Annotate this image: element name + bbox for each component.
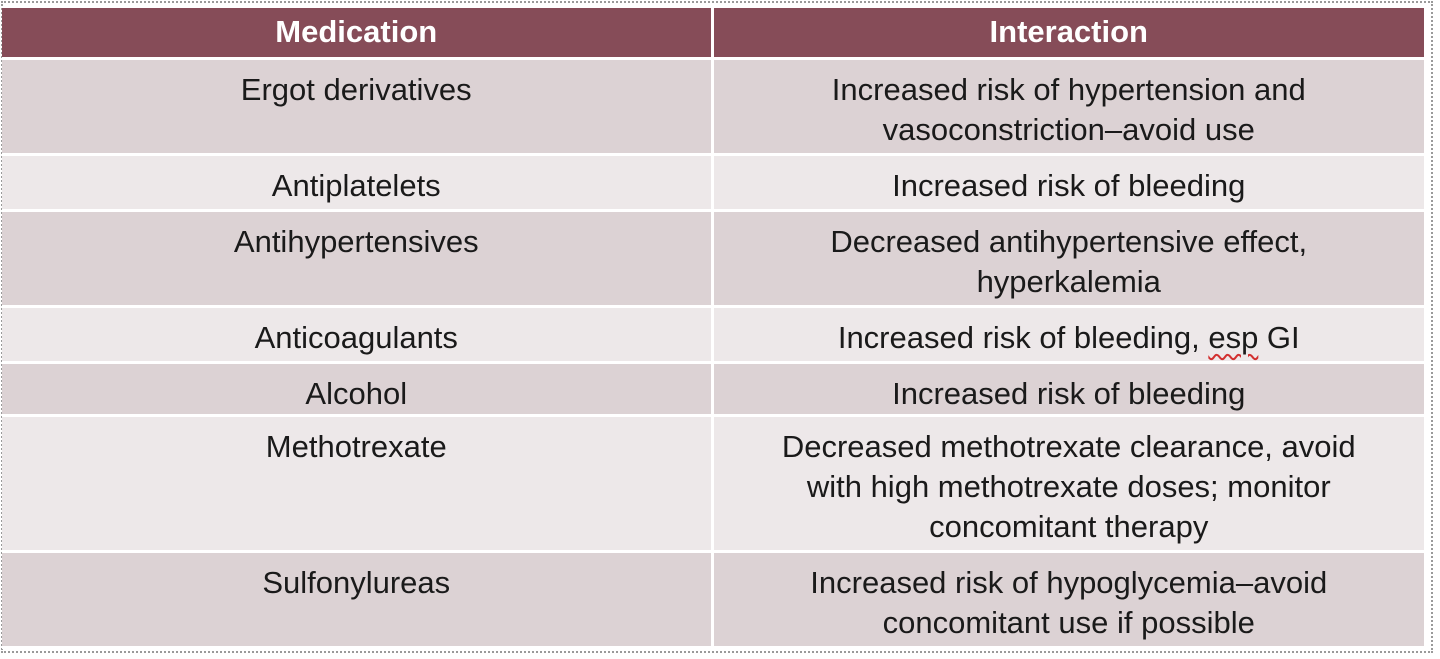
table-row: Sulfonylureas Increased risk of hypoglyc…: [2, 551, 1424, 649]
table-row: Alcohol Increased risk of bleeding: [2, 362, 1424, 417]
interaction-cell: Increased risk of hypoglycemia–avoid con…: [712, 551, 1424, 649]
spellcheck-flagged-word: esp: [1208, 319, 1259, 355]
interaction-line: Increased risk of bleeding: [892, 167, 1246, 203]
medication-cell: Antihypertensives: [2, 210, 714, 308]
interaction-cell: Decreased antihypertensive effect, hyper…: [712, 210, 1424, 308]
medication-cell: Antiplatelets: [2, 154, 714, 212]
medication-cell: Alcohol: [2, 362, 714, 417]
header-interaction: Interaction: [712, 8, 1424, 60]
interaction-cell: Increased risk of hypertension and vasoc…: [712, 58, 1424, 156]
interaction-line: concomitant use if possible: [882, 604, 1255, 640]
table-row: Ergot derivatives Increased risk of hype…: [2, 58, 1424, 156]
interaction-cell: Increased risk of bleeding: [712, 362, 1424, 417]
medication-cell: Anticoagulants: [2, 306, 714, 364]
interaction-text-prefix: Increased risk of bleeding,: [837, 319, 1209, 355]
medication-cell: Sulfonylureas: [2, 551, 714, 649]
header-row: Medication Interaction: [2, 8, 1424, 60]
interaction-line: Increased risk of hypertension and: [831, 71, 1306, 107]
interaction-line: hyperkalemia: [976, 263, 1161, 299]
medication-cell: Ergot derivatives: [2, 58, 714, 156]
interaction-line: Increased risk of bleeding: [892, 375, 1246, 411]
interaction-line: Decreased antihypertensive effect,: [830, 223, 1308, 259]
interaction-line: with high methotrexate doses; monitor: [806, 468, 1331, 504]
interaction-cell: Decreased methotrexate clearance, avoid …: [712, 415, 1424, 553]
interaction-text-suffix: GI: [1258, 319, 1300, 355]
drug-interaction-table: Medication Interaction Ergot derivatives…: [2, 8, 1424, 649]
table-row: Methotrexate Decreased methotrexate clea…: [2, 415, 1424, 553]
header-medication: Medication: [2, 8, 714, 60]
table-row: Antiplatelets Increased risk of bleeding: [2, 154, 1424, 212]
interaction-cell: Increased risk of bleeding, esp GI: [712, 306, 1424, 364]
interaction-line: vasoconstriction–avoid use: [882, 111, 1255, 147]
medication-cell: Methotrexate: [2, 415, 714, 553]
interaction-line: concomitant therapy: [929, 508, 1209, 544]
table-row: Antihypertensives Decreased antihyperten…: [2, 210, 1424, 308]
interaction-line: Increased risk of hypoglycemia–avoid: [810, 564, 1328, 600]
interaction-line: Decreased methotrexate clearance, avoid: [781, 428, 1356, 464]
table-row: Anticoagulants Increased risk of bleedin…: [2, 306, 1424, 364]
interaction-cell: Increased risk of bleeding: [712, 154, 1424, 212]
